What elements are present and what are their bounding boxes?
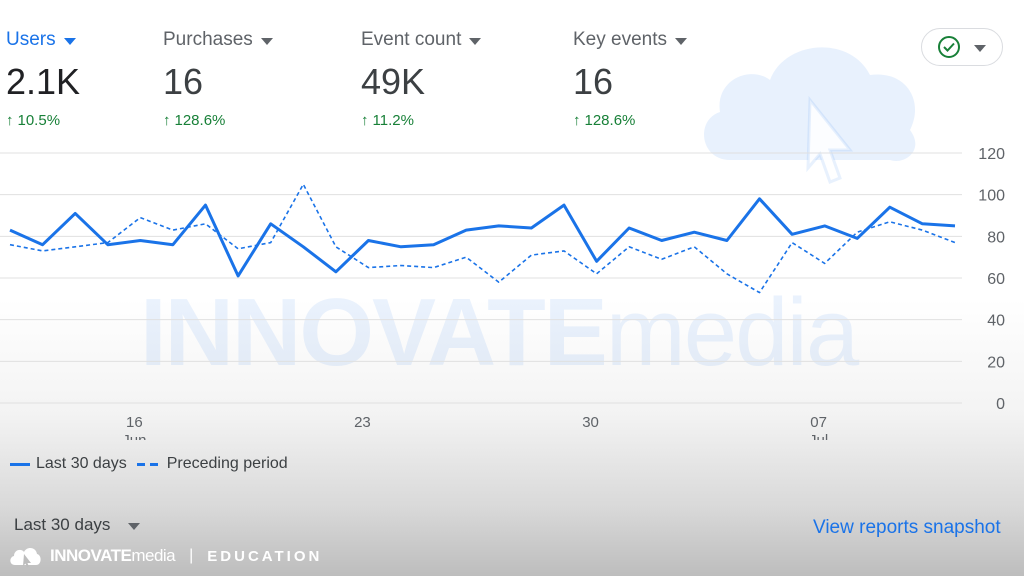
chart-series: [9, 183, 956, 294]
legend-solid-line-icon: [10, 462, 30, 466]
date-range-dropdown[interactable]: Last 30 days: [14, 515, 141, 535]
metric-key-events[interactable]: Key events 16 ↑ 128.6%: [573, 26, 687, 129]
x-tick-month-label: Jun: [122, 432, 146, 440]
metric-key-events-label: Key events: [573, 29, 667, 50]
y-tick-label: 0: [996, 396, 1005, 413]
metric-event-count-label-row[interactable]: Event count: [361, 26, 482, 54]
chevron-down-icon[interactable]: [63, 37, 76, 45]
legend-current-label: Last 30 days: [36, 455, 127, 472]
metric-key-events-change-value: 128.6%: [584, 112, 636, 129]
y-tick-label: 40: [987, 313, 1005, 330]
y-tick-label: 120: [978, 146, 1005, 163]
metric-purchases-value: 16: [163, 61, 204, 102]
x-tick-label: 23: [354, 414, 371, 431]
metric-users-change: ↑ 10.5%: [6, 112, 80, 129]
x-tick-label: 30: [582, 414, 599, 431]
watermark-text: INNOVATEmedia: [140, 278, 859, 388]
watermark-bold: INNOVATE: [140, 279, 608, 386]
metric-key-events-change: ↑ 128.6%: [573, 112, 687, 129]
metric-event-count-value: 49K: [361, 61, 426, 102]
legend-dashed-line-icon: [136, 462, 159, 466]
legend-previous-label: Preceding period: [166, 455, 288, 472]
metric-users[interactable]: Users 2.1K ↑ 10.5%: [6, 26, 80, 129]
chart-legend: Last 30 days Preceding period: [10, 455, 288, 473]
watermark-cloud-logo: [703, 47, 916, 184]
metric-key-events-value: 16: [573, 61, 614, 102]
footer-brand-bold: INNOVATE: [50, 546, 132, 565]
arrow-up-icon: ↑: [163, 112, 171, 129]
chevron-down-icon[interactable]: [675, 37, 687, 45]
metric-event-count-label: Event count: [361, 29, 462, 50]
chevron-down-icon[interactable]: [260, 37, 273, 45]
metric-purchases[interactable]: Purchases 16 ↑ 128.6%: [163, 26, 273, 129]
footer-brand-light: media: [131, 546, 176, 565]
chart-grid: [0, 152, 962, 404]
x-tick-label: 16: [126, 414, 143, 431]
line-chart: 120 100 80 60 40 20 0 16Jun 23 30 07Jul: [0, 146, 1005, 440]
cloud-logo-icon: [10, 548, 41, 568]
arrow-up-icon: ↑: [6, 112, 14, 129]
metric-users-change-value: 10.5%: [17, 112, 61, 129]
metric-event-count[interactable]: Event count 49K ↑ 11.2%: [361, 26, 482, 129]
footer-tagline: EDUCATION: [207, 547, 323, 565]
view-reports-snapshot-link[interactable]: View reports snapshot: [813, 517, 1001, 538]
footer-separator: |: [189, 547, 194, 564]
y-tick-label: 20: [987, 354, 1005, 371]
metric-purchases-change: ↑ 128.6%: [163, 112, 273, 129]
y-tick-label: 80: [987, 229, 1005, 246]
watermark-light: media: [605, 279, 859, 386]
footer-brand: INNOVATEmedia | EDUCATION: [8, 544, 322, 568]
x-axis-labels: 16Jun 23 30 07Jul: [122, 414, 828, 440]
y-tick-label: 100: [978, 188, 1005, 205]
series-line-last-30-days: [9, 197, 956, 278]
x-tick-label: 07: [810, 414, 827, 431]
y-tick-label: 60: [987, 271, 1005, 288]
metric-purchases-label: Purchases: [163, 29, 253, 50]
metric-purchases-label-row[interactable]: Purchases: [163, 26, 273, 54]
metric-users-value: 2.1K: [6, 61, 81, 102]
metric-key-events-label-row[interactable]: Key events: [573, 26, 687, 54]
chevron-down-icon[interactable]: [469, 37, 482, 45]
check-circle-icon: [938, 36, 960, 58]
metric-event-count-change-value: 11.2%: [372, 112, 414, 129]
metric-purchases-change-value: 128.6%: [174, 112, 226, 129]
arrow-up-icon: ↑: [573, 112, 581, 129]
chevron-down-icon: [974, 44, 986, 52]
arrow-up-icon: ↑: [361, 112, 369, 129]
date-range-label: Last 30 days: [14, 515, 111, 534]
metric-event-count-change: ↑ 11.2%: [361, 112, 481, 129]
metric-users-label: Users: [6, 29, 56, 50]
status-dropdown-button[interactable]: [921, 28, 1003, 66]
metric-users-label-row[interactable]: Users: [6, 26, 80, 54]
chevron-down-icon: [128, 522, 141, 530]
series-line-preceding-period: [9, 183, 956, 294]
x-tick-month-label: Jul: [809, 432, 828, 440]
y-axis-labels: 120 100 80 60 40 20 0: [978, 146, 1005, 413]
